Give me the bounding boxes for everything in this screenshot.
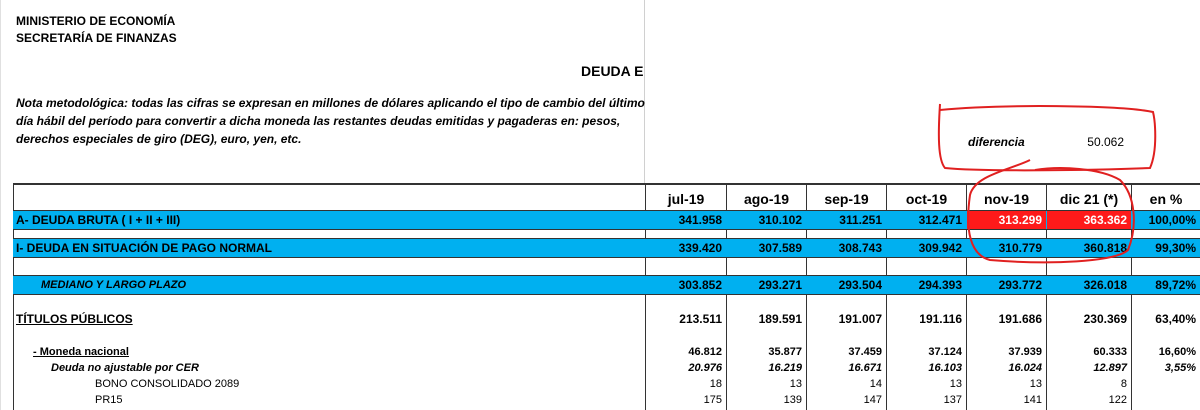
table-top-border (13, 183, 1200, 185)
col-border (1131, 183, 1132, 410)
diferencia-label: diferencia (968, 135, 1025, 149)
col-border (886, 183, 887, 410)
cell: 339.420 (678, 241, 722, 255)
cell: 99,30% (1155, 241, 1196, 255)
cell: 89,72% (1155, 278, 1196, 292)
cell: 309.942 (918, 241, 962, 255)
col-header-nov19: nov-19 (983, 191, 1030, 207)
cell: 16,60% (1158, 346, 1196, 358)
cell: 139 (783, 394, 802, 406)
col-header-jul19: jul-19 (667, 191, 705, 207)
cell: 16.671 (848, 362, 882, 374)
table-row: PR15 175 139 147 137 141 122 (13, 392, 1200, 408)
cell: 46.812 (688, 346, 722, 358)
row-label: TÍTULOS PÚBLICOS (16, 312, 133, 326)
cell: 310.102 (758, 213, 802, 227)
col-header-oct19: oct-19 (905, 191, 948, 207)
cell: 122 (1108, 394, 1127, 406)
row-label: Deuda no ajustable por CER (51, 362, 199, 374)
cell: 13 (949, 378, 962, 390)
row-label: BONO CONSOLIDADO 2089 (95, 378, 240, 390)
cell: 13 (1029, 378, 1042, 390)
cell: 293.772 (998, 278, 1042, 292)
cell: 3,55% (1164, 362, 1196, 374)
annotation-circle (967, 159, 1135, 264)
secretariat-title: SECRETARÍA DE FINANZAS (16, 31, 177, 45)
cell: 175 (703, 394, 722, 406)
highlighted-cell: 313.299 (967, 211, 1046, 229)
cell: 20.976 (688, 362, 722, 374)
cell: 13 (789, 378, 802, 390)
table-row: TÍTULOS PÚBLICOS 213.511 189.591 191.007… (13, 310, 1200, 328)
table-row: A- DEUDA BRUTA ( I + II + III) 341.958 3… (13, 210, 1200, 230)
cell: 308.743 (838, 241, 882, 255)
col-header-percent: en % (1149, 191, 1183, 207)
cell: 311.251 (839, 213, 882, 227)
cell: 310.779 (998, 241, 1042, 255)
cell: 37.124 (928, 346, 962, 358)
methodology-note: Nota metodológica: todas las cifras se e… (16, 96, 645, 146)
cell: 191.116 (919, 312, 962, 326)
sheet-column-divider (644, 0, 645, 183)
table-row: Deuda no ajustable por CER 20.976 16.219… (13, 360, 1200, 376)
cell: 8 (1120, 378, 1127, 390)
cell: 137 (943, 394, 962, 406)
cell: 14 (869, 378, 882, 390)
cell: 60.333 (1093, 346, 1127, 358)
col-border (1046, 183, 1047, 410)
table-row: MEDIANO Y LARGO PLAZO 303.852 293.271 29… (13, 275, 1200, 295)
cell: 189.591 (758, 312, 802, 326)
col-border (806, 183, 807, 410)
cell: 191.007 (838, 312, 882, 326)
row-label: PR15 (95, 394, 123, 406)
table-row: - Moneda nacional 46.812 35.877 37.459 3… (13, 344, 1200, 360)
row-label: - Moneda nacional (33, 346, 129, 358)
cell: 230.369 (1083, 312, 1127, 326)
cell: 100,00% (1148, 213, 1196, 227)
cell: 293.504 (838, 278, 882, 292)
row-label: MEDIANO Y LARGO PLAZO (41, 279, 187, 291)
cell: 191.686 (998, 312, 1042, 326)
table-row: BONO CONSOLIDADO 2089 18 13 14 13 13 8 (13, 376, 1200, 392)
col-border (726, 183, 727, 410)
cell: 293.271 (758, 278, 802, 292)
cell: 16.024 (1008, 362, 1042, 374)
cell: 16.219 (768, 362, 802, 374)
cell: 294.393 (918, 278, 962, 292)
row-label: A- DEUDA BRUTA ( I + II + III) (16, 213, 181, 227)
table-left-border (13, 183, 14, 410)
cell: 18 (709, 378, 722, 390)
cell: 141 (1023, 394, 1042, 406)
cell: 12.897 (1093, 362, 1127, 374)
col-header-sep19: sep-19 (824, 191, 869, 207)
page-title: DEUDA E (581, 63, 644, 79)
cell: 303.852 (678, 278, 722, 292)
diferencia-value: 50.062 (1087, 135, 1124, 149)
annotation-box (937, 103, 1157, 172)
cell: 326.018 (1083, 278, 1127, 292)
cell: 37.459 (848, 346, 882, 358)
ministry-title: MINISTERIO DE ECONOMÍA (16, 14, 176, 28)
cell: 147 (863, 394, 882, 406)
cell: 37.939 (1008, 346, 1042, 358)
cell: 341.958 (678, 213, 722, 227)
cell: 35.877 (768, 346, 802, 358)
col-header-ago19: ago-19 (743, 191, 790, 207)
col-border (966, 183, 967, 410)
table-row: I- DEUDA EN SITUACIÓN DE PAGO NORMAL 339… (13, 238, 1200, 258)
cell: 307.589 (758, 241, 802, 255)
col-header-dic21: dic 21 (*) (1059, 191, 1119, 207)
cell: 16.103 (928, 362, 962, 374)
cell: 213.511 (679, 312, 722, 326)
col-border (645, 183, 646, 410)
cell: 360.818 (1083, 241, 1127, 255)
row-label: I- DEUDA EN SITUACIÓN DE PAGO NORMAL (16, 241, 273, 255)
highlighted-cell: 363.362 (1047, 211, 1131, 229)
cell: 312.471 (918, 213, 962, 227)
cell: 63,40% (1155, 312, 1196, 326)
sheet-left-edge (0, 0, 1, 410)
